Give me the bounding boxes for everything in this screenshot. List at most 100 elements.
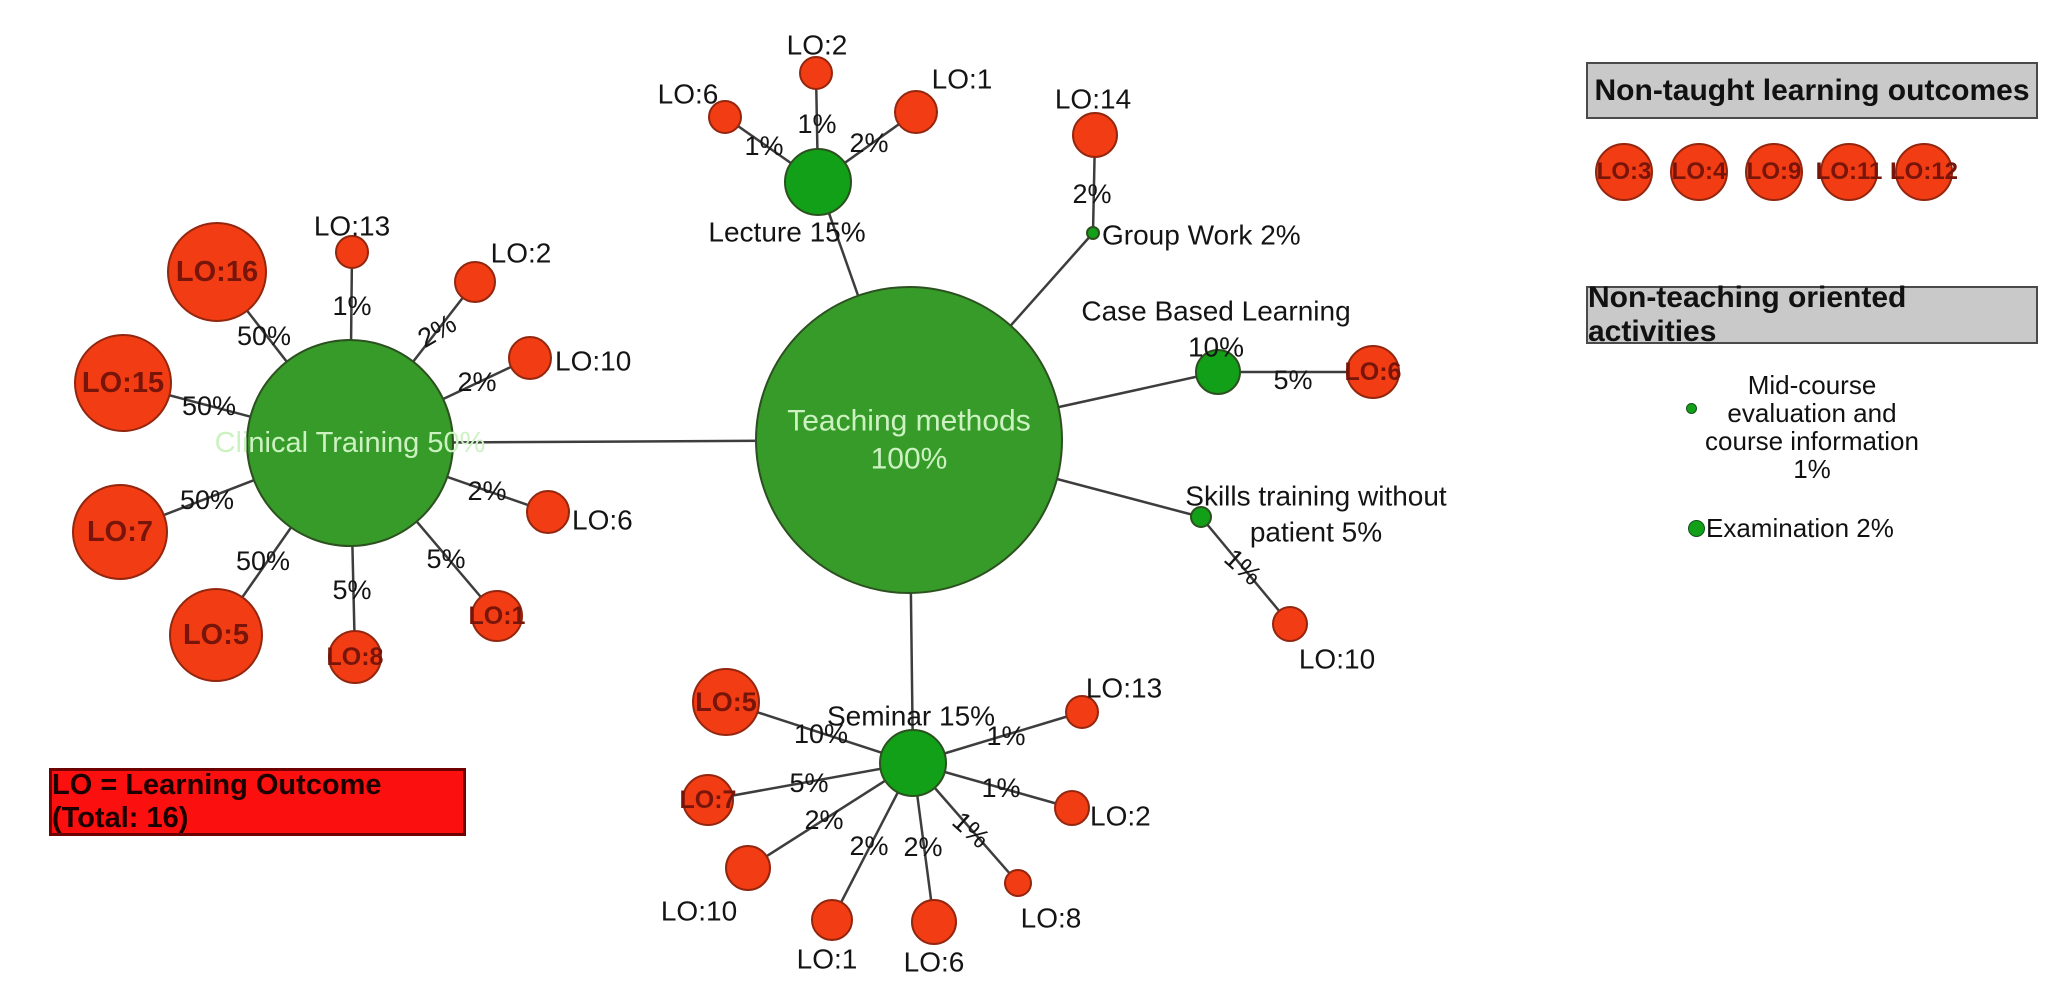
edge-seminar-se7 [707, 761, 914, 802]
edge-label-skills-s10: 1% [1218, 543, 1267, 591]
edge-label-clinical-c10: 2% [457, 367, 496, 397]
non-taught-panel-title: Non-taught learning outcomes [1594, 73, 2030, 107]
edge-label-lecture-l1: 2% [849, 128, 888, 158]
label-case: Case Based Learning 10% [1081, 296, 1350, 363]
edge-label-groupwork-l14: 2% [1072, 179, 1111, 209]
edge-label-clinical-c8: 5% [332, 575, 371, 605]
edge-label-seminar-se2: 1% [981, 773, 1020, 803]
label-se10: LO:10 [661, 896, 737, 927]
non-teaching-panel-header: Non-teaching oriented activities [1586, 281, 2038, 348]
node-se13 [1065, 695, 1099, 729]
label-c15: LO:15 [82, 367, 164, 399]
label-teaching: Teaching methods 100% [787, 405, 1031, 476]
label-c13: LO:13 [314, 211, 390, 242]
label-se8: LO:8 [1021, 903, 1082, 934]
node-c6 [526, 490, 570, 534]
label-c6: LO:6 [572, 505, 633, 536]
node-clinical [246, 339, 454, 547]
edge-label-lecture-l2: 1% [797, 109, 836, 139]
lo-legend-text: LO = Learning Outcome (Total: 16) [52, 769, 382, 834]
node-se10 [725, 845, 771, 891]
edge-label-clinical-c15: 50% [182, 391, 236, 421]
non-taught-outcome-lo4: LO:4 [1670, 143, 1728, 201]
node-l14 [1072, 112, 1118, 158]
node-l1 [894, 90, 938, 134]
edge-label-seminar-se5: 10% [794, 719, 848, 749]
edge-label-clinical-c16: 50% [237, 321, 291, 351]
node-teaching [755, 286, 1063, 594]
node-groupwork [1086, 226, 1100, 240]
label-seminar: Seminar 15% [827, 701, 995, 732]
label-c8: LO:8 [327, 643, 384, 671]
node-se1 [811, 899, 853, 941]
node-seminar [879, 729, 947, 797]
label-c5: LO:5 [183, 619, 249, 651]
label-c2: LO:2 [491, 238, 552, 269]
mid-course-dot-icon [1686, 403, 1697, 414]
edge-label-seminar-se8: 1% [946, 806, 995, 854]
label-c1: LO:1 [469, 602, 526, 630]
node-lecture [784, 148, 852, 216]
label-c10: LO:10 [555, 346, 631, 377]
node-c8 [328, 630, 382, 684]
non-taught-outcome-lo12: LO:12 [1890, 143, 1958, 201]
label-cb6: LO:6 [1345, 358, 1402, 386]
non-taught-outcome-lo11: LO:11 [1816, 143, 1882, 201]
node-c2 [454, 261, 496, 303]
label-se13: LO:13 [1086, 673, 1162, 704]
edge-label-clinical-c6: 2% [467, 476, 506, 506]
edge-label-clinical-c13: 1% [332, 291, 371, 321]
node-se6 [911, 899, 957, 945]
edge-label-seminar-se1: 2% [849, 831, 888, 861]
label-l6: LO:6 [658, 79, 719, 110]
node-se2 [1054, 790, 1090, 826]
node-c13 [335, 235, 369, 269]
label-se1: LO:1 [797, 944, 858, 975]
label-c7: LO:7 [87, 516, 153, 548]
edge-label-lecture-l6: 1% [744, 131, 783, 161]
examination-item: Examination 2% [1688, 513, 1894, 544]
examination-label: Examination 2% [1706, 513, 1894, 543]
node-l6 [708, 100, 742, 134]
node-case [1195, 349, 1241, 395]
label-groupwork: Group Work 2% [1102, 220, 1301, 251]
node-cb6 [1346, 345, 1400, 399]
edge-label-clinical-c5: 50% [236, 546, 290, 576]
non-taught-outcome-lo3: LO:3 [1595, 143, 1653, 201]
edge-label-seminar-se10: 2% [804, 805, 843, 835]
edge-skills-s10 [1200, 516, 1291, 625]
node-c1 [471, 590, 523, 642]
mid-course-item: Mid-course evaluation and course informa… [1705, 370, 1919, 484]
edge-label-clinical-c7: 50% [180, 485, 234, 515]
label-skills: Skills training without patient 5% [1185, 481, 1447, 548]
label-l1: LO:1 [932, 64, 993, 95]
label-se7: LO:7 [680, 786, 737, 814]
label-clinical: Clinical Training 50% [215, 427, 486, 459]
label-l14: LO:14 [1055, 84, 1131, 115]
non-teaching-panel-title: Non-teaching oriented activities [1588, 281, 1907, 348]
lo-legend-box: LO = Learning Outcome (Total: 16) [49, 768, 466, 836]
non-taught-panel-header: Non-taught learning outcomes [1586, 62, 2038, 119]
label-s10: LO:10 [1299, 644, 1375, 675]
edge-label-case-cb6: 5% [1273, 365, 1312, 395]
non-taught-outcomes-row: LO:3 LO:4 LO:9 LO:11 LO:12 [1595, 143, 1958, 201]
label-lecture: Lecture 15% [708, 217, 865, 248]
node-c16 [167, 222, 267, 322]
edge-label-seminar-se7: 5% [789, 768, 828, 798]
label-l2: LO:2 [787, 30, 848, 61]
label-c16: LO:16 [176, 256, 258, 288]
edge-label-seminar-se13: 1% [986, 721, 1025, 751]
label-se6: LO:6 [904, 947, 965, 978]
label-se5: LO:5 [695, 687, 757, 717]
edge-label-seminar-se6: 2% [903, 832, 942, 862]
node-se7 [682, 774, 734, 826]
node-c15 [74, 334, 172, 432]
node-s10 [1272, 606, 1308, 642]
edge-label-clinical-c2: 2% [413, 308, 462, 353]
edge-label-clinical-c1: 5% [426, 544, 465, 574]
node-c10 [508, 336, 552, 380]
label-se2: LO:2 [1090, 801, 1151, 832]
node-skills [1190, 506, 1212, 528]
